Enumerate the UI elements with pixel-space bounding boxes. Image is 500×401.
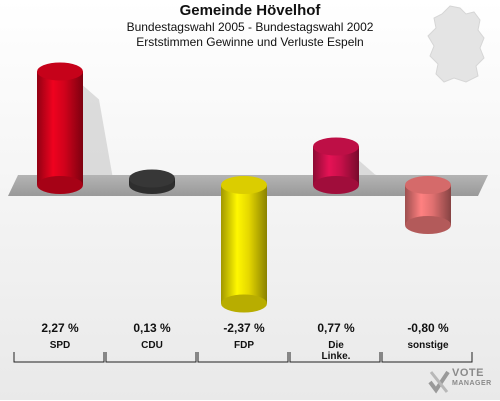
chart-subtitle-1: Bundestagswahl 2005 - Bundestagswahl 200…	[126, 20, 374, 34]
category-label: Linke.	[322, 351, 351, 362]
category-label: SPD	[50, 340, 71, 351]
category-label: sonstige	[407, 340, 449, 351]
bar-body	[37, 71, 83, 185]
vote-manager-logo: VOTE MANAGER	[428, 368, 498, 398]
bar-shadow-3	[359, 160, 389, 179]
value-label: -0,80 %	[407, 321, 449, 335]
bar-bottom-cap	[221, 294, 267, 313]
bar-fdp	[221, 176, 267, 313]
category-bracket	[105, 352, 197, 363]
chart-title: Gemeinde Hövelhof	[179, 2, 321, 19]
bar-top-cap	[221, 176, 267, 194]
category-bracket	[13, 352, 105, 363]
bar-top-cap	[405, 176, 451, 194]
bar-bottom-cap	[405, 216, 451, 234]
bar-sonstige	[405, 176, 451, 234]
category-bracket	[381, 352, 473, 363]
bar-bottom-cap	[37, 176, 83, 194]
value-label: 0,77 %	[317, 321, 355, 335]
chart-header: Gemeinde Hövelhof Bundestagswahl 2005 - …	[0, 2, 500, 50]
value-label: -2,37 %	[223, 321, 265, 335]
bar-bottom-cap	[313, 176, 359, 194]
category-label: FDP	[234, 340, 254, 351]
bar-die-linke-	[313, 137, 359, 194]
bar-body	[221, 185, 267, 304]
bar-shadow-0	[83, 85, 113, 179]
bar-top-cap	[129, 169, 175, 188]
value-label: 2,27 %	[41, 321, 79, 335]
bar-top-cap	[37, 62, 83, 81]
chart-subtitle-2: Erststimmen Gewinne und Verluste Espeln	[136, 35, 364, 49]
category-bracket	[197, 352, 289, 363]
bar-spd	[37, 62, 83, 194]
bar-cdu	[129, 169, 175, 194]
category-label: Die	[328, 340, 344, 351]
bar-top-cap	[313, 137, 359, 156]
germany-map-icon	[427, 5, 485, 83]
logo-text-manager: MANAGER	[452, 380, 492, 387]
value-label: 0,13 %	[133, 321, 171, 335]
logo-text-vote: VOTE	[452, 367, 484, 379]
category-label: CDU	[141, 340, 163, 351]
category-bracket	[289, 352, 381, 363]
vote-check-icon	[428, 370, 450, 394]
